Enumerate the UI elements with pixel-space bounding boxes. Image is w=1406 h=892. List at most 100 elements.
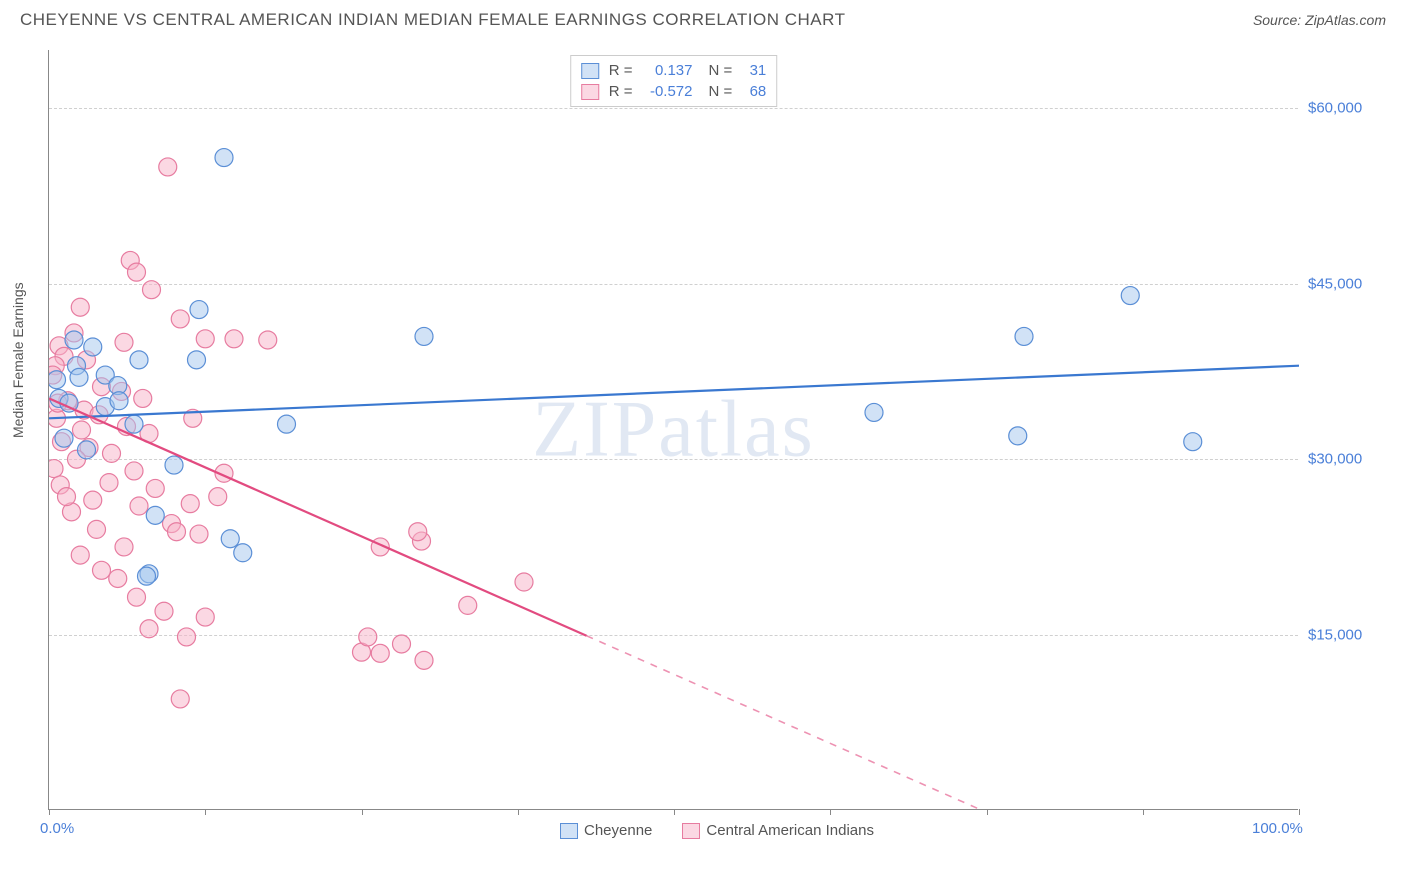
n-value-0: 31: [738, 62, 766, 79]
scatter-point: [115, 538, 133, 556]
scatter-point: [1121, 287, 1139, 305]
scatter-point: [1015, 327, 1033, 345]
scatter-point: [415, 651, 433, 669]
scatter-point: [215, 149, 233, 167]
scatter-point: [115, 333, 133, 351]
scatter-point: [84, 338, 102, 356]
x-tick: [1299, 809, 1300, 815]
scatter-point: [110, 392, 128, 410]
scatter-point: [159, 158, 177, 176]
scatter-point: [165, 456, 183, 474]
scatter-point: [88, 520, 106, 538]
scatter-point: [221, 530, 239, 548]
scatter-point: [78, 441, 96, 459]
legend-b-swatch-1: [682, 823, 700, 839]
scatter-point: [155, 602, 173, 620]
legend-b-swatch-0: [560, 823, 578, 839]
scatter-point: [225, 330, 243, 348]
scatter-point: [65, 331, 83, 349]
scatter-point: [100, 474, 118, 492]
scatter-point: [234, 544, 252, 562]
legend-swatch-0: [581, 63, 599, 79]
scatter-point: [125, 462, 143, 480]
legend-swatch-1: [581, 84, 599, 100]
scatter-point: [415, 327, 433, 345]
scatter-point: [181, 495, 199, 513]
scatter-point: [49, 371, 66, 389]
r-label-1: R =: [609, 83, 633, 100]
scatter-point: [171, 690, 189, 708]
scatter-point: [130, 497, 148, 515]
n-value-1: 68: [738, 83, 766, 100]
scatter-point: [1184, 433, 1202, 451]
y-tick-label: $30,000: [1308, 451, 1362, 468]
chart-title: CHEYENNE VS CENTRAL AMERICAN INDIAN MEDI…: [20, 10, 845, 30]
x-min-label: 0.0%: [40, 820, 74, 837]
scatter-point: [143, 281, 161, 299]
scatter-point: [393, 635, 411, 653]
n-label-0: N =: [709, 62, 733, 79]
scatter-point: [49, 460, 63, 478]
legend-series-label-0: Cheyenne: [584, 822, 652, 839]
scatter-point: [134, 389, 152, 407]
scatter-point: [865, 403, 883, 421]
y-tick-label: $45,000: [1308, 275, 1362, 292]
legend-series-item-1: Central American Indians: [682, 822, 874, 839]
scatter-point: [196, 330, 214, 348]
scatter-point: [71, 298, 89, 316]
y-tick-label: $15,000: [1308, 626, 1362, 643]
scatter-point: [128, 263, 146, 281]
trend-line: [49, 366, 1299, 419]
scatter-point: [128, 588, 146, 606]
scatter-point: [190, 525, 208, 543]
legend-series-label-1: Central American Indians: [706, 822, 874, 839]
r-label-0: R =: [609, 62, 633, 79]
trend-line-extrapolated: [587, 636, 982, 810]
plot-area: ZIPatlas R = 0.137 N = 31 R = -0.572 N =…: [48, 50, 1298, 810]
n-label-1: N =: [709, 83, 733, 100]
r-value-1: -0.572: [639, 83, 693, 100]
scatter-point: [70, 368, 88, 386]
scatter-point: [71, 546, 89, 564]
scatter-point: [409, 523, 427, 541]
scatter-point: [125, 415, 143, 433]
scatter-point: [359, 628, 377, 646]
scatter-point: [146, 506, 164, 524]
r-value-0: 0.137: [639, 62, 693, 79]
scatter-point: [1009, 427, 1027, 445]
scatter-point: [58, 488, 76, 506]
scatter-point: [130, 351, 148, 369]
legend-stats-row-1: R = -0.572 N = 68: [581, 81, 767, 102]
scatter-point: [55, 429, 73, 447]
plot-svg: [49, 50, 1299, 810]
y-axis-title: Median Female Earnings: [10, 282, 26, 438]
scatter-point: [196, 608, 214, 626]
scatter-point: [146, 479, 164, 497]
scatter-point: [103, 444, 121, 462]
scatter-point: [209, 488, 227, 506]
legend-series: Cheyenne Central American Indians: [560, 822, 874, 839]
scatter-point: [259, 331, 277, 349]
scatter-point: [73, 421, 91, 439]
scatter-point: [171, 310, 189, 328]
scatter-point: [278, 415, 296, 433]
legend-stats: R = 0.137 N = 31 R = -0.572 N = 68: [570, 55, 778, 107]
scatter-point: [190, 301, 208, 319]
scatter-point: [515, 573, 533, 591]
x-max-label: 100.0%: [1252, 820, 1303, 837]
scatter-point: [188, 351, 206, 369]
chart-container: Median Female Earnings ZIPatlas R = 0.13…: [48, 50, 1386, 842]
scatter-point: [93, 561, 111, 579]
scatter-point: [140, 620, 158, 638]
legend-series-item-0: Cheyenne: [560, 822, 652, 839]
scatter-point: [168, 523, 186, 541]
scatter-point: [138, 567, 156, 585]
scatter-point: [371, 644, 389, 662]
scatter-point: [459, 596, 477, 614]
scatter-point: [178, 628, 196, 646]
scatter-point: [84, 491, 102, 509]
y-tick-label: $60,000: [1308, 100, 1362, 117]
legend-stats-row-0: R = 0.137 N = 31: [581, 60, 767, 81]
scatter-point: [109, 569, 127, 587]
source-label: Source: ZipAtlas.com: [1253, 12, 1386, 28]
